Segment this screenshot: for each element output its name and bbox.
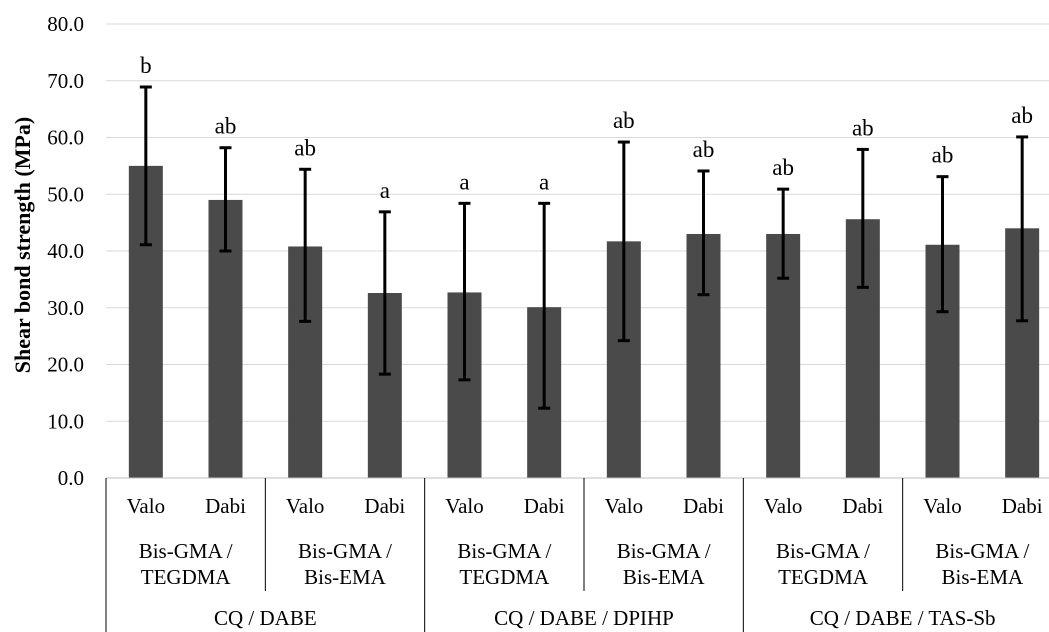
- monomer-label: Bis-GMA /: [776, 539, 870, 563]
- significance-label: b: [140, 53, 152, 78]
- significance-label: a: [539, 169, 549, 194]
- gridlines: [106, 23, 1049, 422]
- category-table: [105, 478, 904, 632]
- significance-label: a: [459, 169, 469, 194]
- light-label: Dabi: [683, 494, 724, 518]
- y-tick-label: 50.0: [47, 182, 84, 206]
- significance-label: ab: [693, 137, 715, 162]
- monomer-label: Bis-GMA /: [617, 539, 711, 563]
- light-label: Valo: [445, 494, 484, 518]
- significance-labels: b ab ab a a a ab ab ab ab ab ab: [140, 53, 1033, 203]
- light-label: Dabi: [842, 494, 883, 518]
- monomer-label: TEGDMA: [141, 565, 232, 589]
- light-label: Valo: [605, 494, 644, 518]
- significance-label: ab: [1011, 103, 1033, 128]
- significance-label: ab: [772, 155, 794, 180]
- monomer-label: TEGDMA: [459, 565, 550, 589]
- significance-label: ab: [215, 114, 237, 139]
- y-tick-label: 70.0: [47, 69, 84, 93]
- y-axis-title: Shear bond strength (MPa): [10, 117, 35, 373]
- monomer-label: Bis-EMA: [941, 565, 1024, 589]
- monomer-label: Bis-EMA: [304, 565, 387, 589]
- category-labels: Valo Dabi Valo Dabi Valo Dabi Valo Dabi Valo Dabi…: [127, 494, 1043, 630]
- light-label: Dabi: [1002, 494, 1043, 518]
- light-label: Dabi: [364, 494, 405, 518]
- significance-label: ab: [932, 143, 954, 168]
- monomer-label: Bis-GMA /: [457, 539, 551, 563]
- significance-label: a: [380, 178, 390, 203]
- monomer-label: Bis-GMA /: [298, 539, 392, 563]
- monomer-label: Bis-EMA: [623, 565, 706, 589]
- y-tick-label: 40.0: [47, 239, 84, 263]
- y-tick-label: 0.0: [58, 466, 84, 490]
- significance-label: ab: [294, 135, 316, 160]
- light-label: Valo: [764, 494, 803, 518]
- monomer-label: TEGDMA: [778, 565, 869, 589]
- y-tick-label: 10.0: [47, 409, 84, 433]
- y-tick-label: 20.0: [47, 353, 84, 377]
- initiator-label: CQ / DABE / DPIHP: [494, 606, 674, 630]
- monomer-label: Bis-GMA /: [935, 539, 1029, 563]
- light-label: Valo: [286, 494, 325, 518]
- y-tick-label: 80.0: [47, 12, 84, 36]
- initiator-label: CQ / DABE / TAS-Sb: [810, 606, 996, 630]
- error-bars: [139, 85, 1029, 410]
- light-label: Dabi: [524, 494, 565, 518]
- significance-label: ab: [613, 108, 635, 133]
- light-label: Valo: [923, 494, 962, 518]
- monomer-label: Bis-GMA /: [139, 539, 233, 563]
- light-label: Dabi: [205, 494, 246, 518]
- light-label: Valo: [127, 494, 166, 518]
- y-tick-label: 30.0: [47, 296, 84, 320]
- initiator-label: CQ / DABE: [214, 606, 317, 630]
- significance-label: ab: [852, 115, 874, 140]
- y-tick-label: 60.0: [47, 126, 84, 150]
- bars: [128, 165, 1040, 479]
- y-axis-ticks: 0.0 10.0 20.0 30.0 40.0 50.0 60.0 70.0 80.0: [47, 12, 84, 490]
